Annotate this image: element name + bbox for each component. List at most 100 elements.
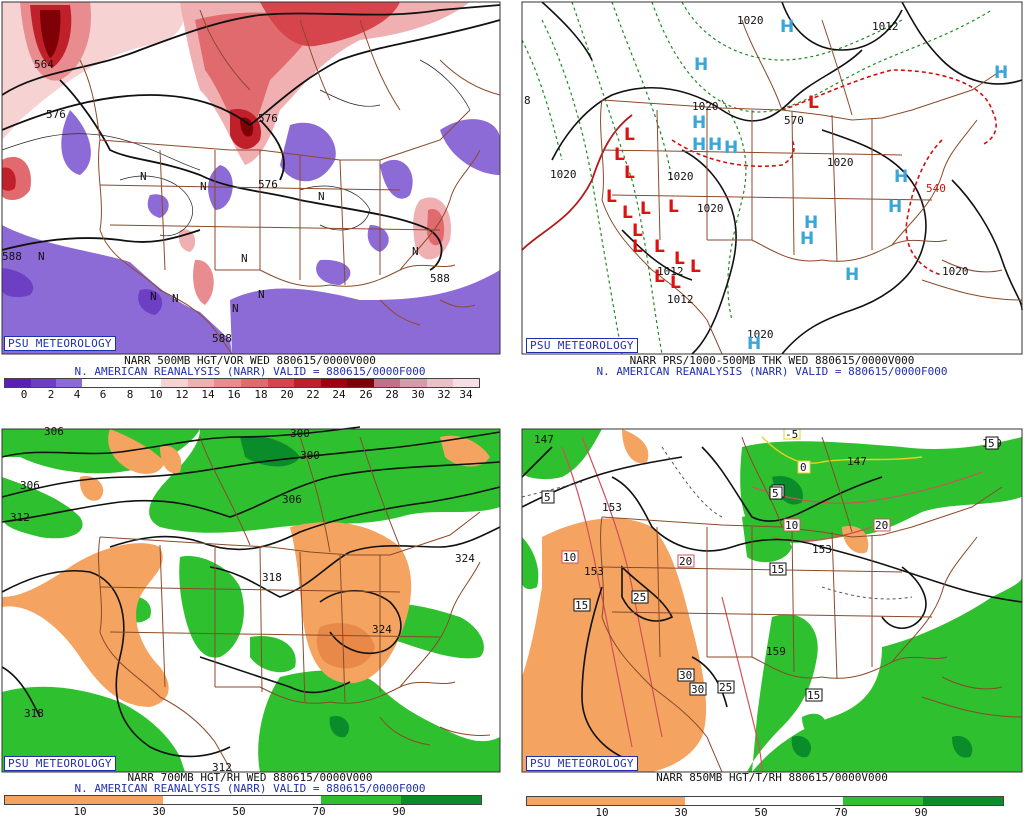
svg-text:H: H [888,197,902,217]
contour-label: 576 [258,178,278,191]
svg-text:1012: 1012 [872,20,899,33]
svg-text:L: L [808,93,819,113]
svg-text:N: N [200,180,207,193]
panel-850mb-temp-rh: 147 153 153 153 159 159 147 5 5 10 15 20… [521,417,1023,819]
svg-text:1012: 1012 [667,293,694,306]
svg-text:10: 10 [563,551,576,564]
map-subcaption: N. AMERICAN REANALYSIS (NARR) VALID = 88… [74,782,426,795]
contour-label: 588 [212,332,232,345]
map-700mb: 300 306 312 306 300 318 324 324 318 312 … [1,425,501,774]
isobars [541,1,1023,355]
contour-labels: 147 153 153 153 159 159 147 [534,433,1002,658]
svg-text:159: 159 [766,645,786,658]
svg-text:L: L [632,237,643,257]
political-borders [79,9,501,355]
svg-text:0: 0 [800,461,807,474]
psu-logo: PSU METEOROLOGY [4,336,116,351]
svg-text:147: 147 [534,433,554,446]
thickness-contours-warm [671,69,997,276]
political-borders [600,436,1023,773]
height-contours [1,426,501,758]
map-subcaption: N. AMERICAN REANALYSIS (NARR) VALID = 88… [596,365,948,378]
svg-text:L: L [632,221,643,241]
rh-colorbar [4,795,482,805]
n-markers: N N N N N N N N N N [38,170,419,315]
map-pressure-thickness: 1020 1020 1012 1020 1020 1012 1020 1020 … [521,1,1023,355]
svg-text:318: 318 [262,571,282,584]
colorbar-ticks: 10 30 50 70 90 [73,805,406,818]
colorbar-ticks: 0 2 4 6 8 10 12 14 16 18 20 22 24 26 28 … [20,388,473,401]
svg-text:L: L [624,125,635,145]
svg-text:25: 25 [633,591,646,604]
colorbar-ticks: 10 30 50 70 90 [595,806,928,819]
psu-logo: PSU METEOROLOGY [4,756,116,771]
svg-text:312: 312 [10,511,30,524]
rh-colorbar [526,796,1004,806]
map-850mb: 147 153 153 153 159 159 147 5 5 10 15 20… [521,428,1023,773]
svg-text:1020: 1020 [747,328,774,341]
svg-text:8: 8 [524,94,531,107]
svg-text:5: 5 [988,437,995,450]
panel-700mb-rh: 300 306 312 306 300 318 324 324 318 312 … [0,417,501,819]
svg-text:H: H [800,229,814,249]
svg-text:153: 153 [584,565,604,578]
svg-text:H: H [708,135,722,155]
svg-text:L: L [622,203,633,223]
psu-logo: PSU METEOROLOGY [526,756,638,771]
svg-text:H: H [694,55,708,75]
svg-text:20: 20 [679,555,692,568]
svg-text:L: L [606,187,617,207]
svg-text:318: 318 [24,707,44,720]
svg-text:324: 324 [455,552,475,565]
svg-text:L: L [614,145,625,165]
temperature-labels: 5 5 10 15 20 25 30 30 25 15 10 20 5 15 0… [541,428,999,702]
svg-text:1012: 1012 [657,265,684,278]
panel-500mb-vorticity: 576 576 576 564 588 588 588 N N N N N N … [0,0,501,402]
svg-text:10: 10 [785,519,798,532]
svg-text:153: 153 [602,501,622,514]
svg-text:N: N [412,245,419,258]
svg-text:540: 540 [926,182,946,195]
contour-label: 588 [430,272,450,285]
svg-text:147: 147 [847,455,867,468]
psu-logo: PSU METEOROLOGY [526,338,638,353]
svg-text:H: H [692,135,706,155]
political-borders [600,19,1023,355]
low-pressure-markers: L L L L L L L L L L L L L L L [606,93,819,293]
svg-text:H: H [894,167,908,187]
isotherms [561,436,983,773]
svg-text:H: H [724,138,738,158]
svg-text:1020: 1020 [692,100,719,113]
svg-text:N: N [241,252,248,265]
svg-text:25: 25 [719,681,732,694]
vorticity-colorbar [4,378,480,388]
isobar-labels: 1020 1020 1012 1020 1020 1012 1020 1020 … [524,14,969,341]
svg-text:H: H [994,63,1008,83]
svg-text:1020: 1020 [737,14,764,27]
svg-text:306: 306 [44,425,64,438]
svg-text:L: L [670,273,681,293]
svg-text:1020: 1020 [697,202,724,215]
map-500mb: 576 576 576 564 588 588 588 N N N N N N … [1,1,501,355]
height-contours [521,446,1023,758]
svg-text:1020: 1020 [667,170,694,183]
svg-text:570: 570 [784,114,804,127]
svg-text:N: N [318,190,325,203]
svg-text:N: N [232,302,239,315]
contour-label: 576 [46,108,66,121]
contour-labels: 300 306 312 306 300 318 324 324 318 312 … [10,425,475,774]
panel-pressure-thickness: 1020 1020 1012 1020 1020 1012 1020 1020 … [521,0,1023,402]
svg-text:30: 30 [691,683,704,696]
dry-areas [522,429,869,772]
svg-text:N: N [38,250,45,263]
svg-text:30: 30 [679,669,692,682]
svg-text:312: 312 [212,761,232,774]
svg-text:1020: 1020 [942,265,969,278]
contour-labels: 576 576 576 564 588 588 588 [2,58,450,345]
svg-text:H: H [747,334,761,354]
map-caption: NARR PRS/1000-500MB THK WED 880615/0000V… [629,354,915,367]
map-caption: NARR 500MB HGT/VOR WED 880615/0000V000 [124,354,376,367]
svg-text:H: H [804,213,818,233]
svg-text:5: 5 [772,487,779,500]
svg-text:1020: 1020 [550,168,577,181]
